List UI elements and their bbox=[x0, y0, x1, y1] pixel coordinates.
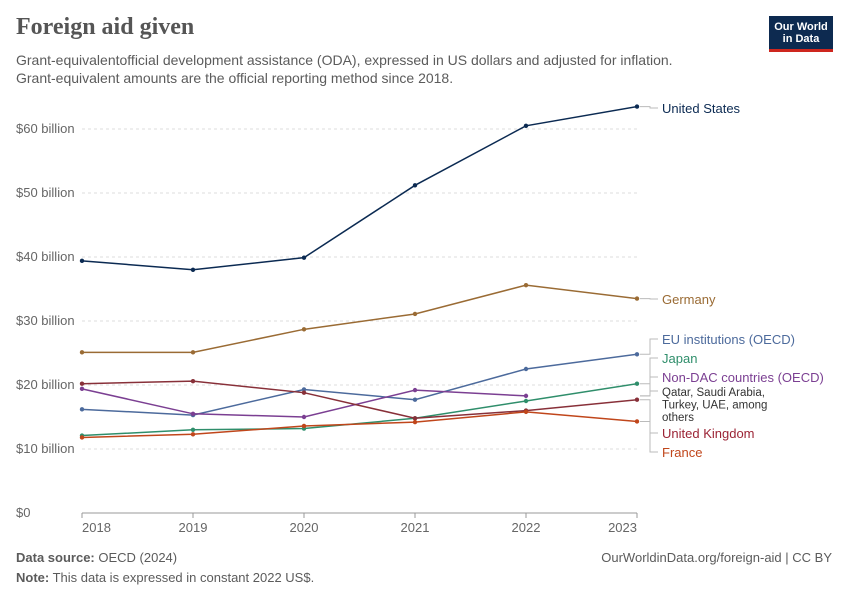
data-point bbox=[634, 104, 640, 109]
label-connector bbox=[640, 338, 658, 355]
series-label: Germany bbox=[662, 292, 716, 307]
data-point bbox=[523, 409, 529, 415]
data-point bbox=[634, 397, 640, 402]
y-tick-label: $10 billion bbox=[16, 441, 75, 456]
series-label: France bbox=[662, 445, 702, 460]
label-connector bbox=[640, 390, 658, 397]
series-label: Turkey, UAE, among bbox=[662, 400, 767, 412]
data-point bbox=[79, 407, 85, 412]
data-point bbox=[523, 366, 529, 372]
series-label: others bbox=[662, 412, 694, 424]
data-point bbox=[301, 255, 307, 260]
chart-note: Note: This data is expressed in constant… bbox=[16, 570, 314, 585]
logo-line-2: in Data bbox=[782, 33, 820, 45]
subtitle-line-1: Grant-equivalentofficial development ass… bbox=[16, 52, 673, 68]
data-point bbox=[523, 393, 529, 399]
series-line bbox=[81, 105, 638, 271]
data-point bbox=[412, 387, 418, 393]
y-tick-label: $20 billion bbox=[16, 377, 75, 392]
data-point bbox=[412, 416, 418, 421]
data-point bbox=[412, 419, 418, 425]
data-source-value[interactable]: OECD (2024) bbox=[94, 550, 178, 565]
data-point bbox=[79, 258, 85, 264]
data-point bbox=[634, 296, 640, 301]
label-connector bbox=[640, 420, 658, 453]
data-point bbox=[190, 411, 196, 416]
series-line bbox=[81, 411, 638, 439]
data-point bbox=[634, 419, 640, 424]
credit-link[interactable]: OurWorldinData.org/foreign-aid | CC BY bbox=[601, 550, 832, 565]
data-point bbox=[190, 267, 196, 272]
label-connector bbox=[640, 106, 658, 109]
data-point bbox=[79, 381, 85, 386]
data-point bbox=[190, 350, 196, 355]
x-tick-label: 2019 bbox=[179, 520, 208, 535]
data-point bbox=[412, 397, 418, 402]
x-tick-label: 2020 bbox=[290, 520, 319, 535]
chart-title: Foreign aid given bbox=[16, 14, 195, 40]
data-point bbox=[301, 390, 307, 395]
data-point bbox=[190, 378, 196, 384]
series-label: Qatar, Saudi Arabia, bbox=[662, 387, 765, 399]
data-point bbox=[79, 435, 85, 440]
data-source-label: Data source: bbox=[16, 550, 95, 565]
data-point bbox=[523, 398, 529, 404]
data-point bbox=[190, 427, 196, 432]
data-point bbox=[634, 352, 640, 357]
data-point bbox=[523, 123, 529, 128]
series-label: United States bbox=[662, 101, 741, 116]
data-point bbox=[301, 327, 307, 332]
data-point bbox=[301, 414, 307, 420]
data-point bbox=[412, 311, 418, 317]
data-source: Data source: OECD (2024) bbox=[16, 550, 177, 565]
series-line bbox=[81, 353, 638, 416]
subtitle-line-2: Grant-equivalent amounts are the officia… bbox=[16, 70, 454, 86]
label-connector bbox=[640, 399, 658, 434]
x-tick-label: 2021 bbox=[401, 520, 430, 535]
data-point bbox=[301, 387, 307, 392]
data-point bbox=[190, 432, 196, 437]
y-tick-label: $0 bbox=[16, 505, 30, 520]
label-connector bbox=[640, 357, 658, 385]
note-label: Note: bbox=[16, 570, 50, 585]
y-tick-label: $60 billion bbox=[16, 121, 75, 136]
data-point bbox=[79, 386, 85, 392]
series-label: Non-DAC countries (OECD) bbox=[662, 370, 824, 385]
label-connector bbox=[640, 376, 658, 397]
data-point bbox=[412, 183, 418, 188]
series-label: United Kingdom bbox=[662, 426, 755, 441]
data-point bbox=[634, 381, 640, 386]
note-value: This data is expressed in constant 2022 … bbox=[49, 570, 315, 585]
series-line bbox=[82, 284, 638, 354]
series-line bbox=[81, 382, 638, 437]
data-point bbox=[79, 350, 85, 355]
series-label: Japan bbox=[662, 351, 697, 366]
y-tick-label: $50 billion bbox=[16, 185, 75, 200]
x-tick-label: 2023 bbox=[608, 520, 637, 535]
x-tick-label: 2018 bbox=[82, 520, 111, 535]
x-tick-label: 2022 bbox=[512, 520, 541, 535]
y-tick-label: $40 billion bbox=[16, 249, 75, 264]
data-point bbox=[301, 423, 307, 429]
owid-logo[interactable]: Our World in Data bbox=[769, 16, 833, 52]
chart-subtitle: Grant-equivalentofficial development ass… bbox=[16, 51, 736, 87]
series-label: EU institutions (OECD) bbox=[662, 332, 795, 347]
y-tick-label: $30 billion bbox=[16, 313, 75, 328]
data-point bbox=[523, 282, 529, 288]
logo-line-1: Our World bbox=[774, 21, 828, 33]
series-line bbox=[81, 380, 638, 420]
